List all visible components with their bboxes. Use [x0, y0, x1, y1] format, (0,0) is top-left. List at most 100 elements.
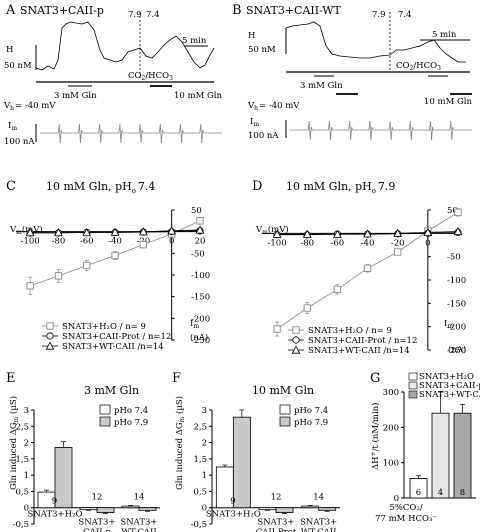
chartD-ytick-label: -250: [447, 346, 466, 356]
chartC-xtick-label: -60: [80, 237, 94, 247]
chartG-xlabel: 5%CO₂/: [389, 503, 422, 513]
panel-a-im-label: Im: [8, 121, 17, 132]
chartF-bar: [258, 507, 277, 511]
panel-f-chart: 3 2,5 2 1,5 1 0,5 0 -0,5 9 SNAT3+H₂O 12 SNAT3+CAII-…: [191, 404, 340, 532]
chartD-point: [423, 227, 433, 236]
chartC-point: [139, 227, 148, 236]
panel-e-ylabel: Gln induced ΔGm (µS): [8, 396, 20, 490]
chartD-ytick-label: -100: [447, 276, 466, 286]
chartF-bar: [301, 505, 320, 509]
chartD-point: [333, 229, 342, 238]
chartF-legend-swatch: [279, 404, 291, 415]
panel-b-im-scale: 100 nA: [248, 131, 279, 141]
legendC-entry: SNAT3+H₂O / n= 9: [62, 322, 146, 332]
panel-d-im-unit: (nA): [448, 344, 466, 355]
legendD-swatch: [291, 345, 301, 354]
panel-a-h-scale: 50 nM: [4, 61, 32, 71]
chartG-ytick-label: 300: [383, 388, 399, 398]
chartE-category-label: SNAT3+H₂O: [28, 510, 83, 520]
legendD-entry: SNAT3+WT-CAII /n=14: [308, 346, 410, 356]
chartE-ytick-label: 2: [24, 439, 29, 449]
chartC-ytick-label: -100: [191, 271, 210, 281]
chartF-n-label: 12: [271, 493, 282, 503]
chartE-ytick-label: 2,5: [15, 422, 29, 432]
panel-c-vm-label: Vm(mV): [9, 224, 43, 236]
chartD-point: [453, 226, 463, 236]
chartC-xtick-label: 20: [195, 237, 206, 247]
chartC-point: [25, 227, 35, 237]
chartD-xtick-label: -60: [331, 238, 345, 248]
panel-a-title: SNAT3+CAII-p: [20, 4, 104, 17]
chartE-n-label: 9: [52, 497, 57, 507]
chartG-legend-entry: SNAT3+H₂O: [419, 372, 474, 382]
panel-b-label: B: [232, 3, 242, 18]
panel-a-im-scale: 100 nA: [4, 137, 35, 147]
chartD-ytick-label: 50: [447, 206, 458, 216]
chartE-ytick-label: 1,5: [15, 455, 29, 465]
chartE-ytick-label: -0,5: [13, 520, 29, 530]
chartE-ytick-label: 0: [24, 504, 29, 514]
chartG-legend-swatch: [408, 372, 418, 381]
panel-d-label: D: [252, 179, 262, 194]
panel-b-title: SNAT3+CAII-WT: [246, 4, 342, 17]
chartD-xtick-label: -100: [268, 238, 287, 248]
chartG-n-label: 4: [438, 488, 443, 498]
chartD-point: [394, 248, 402, 256]
chartE-ytick-label: 0,5: [15, 487, 29, 497]
panel-d-title: 10 mM Gln, pHo 7.9: [286, 180, 395, 195]
chartC-point: [167, 226, 177, 235]
legendC-swatch: [46, 322, 54, 330]
panel-a-vh-label: Vh= -40 mV: [3, 101, 56, 112]
panel-b-ph-left: 7.9: [372, 10, 386, 20]
panel-g-label: G: [370, 371, 380, 386]
panel-g-ylabel: ΔH+/t (nM/min): [370, 402, 381, 470]
chartG-bar: [431, 412, 450, 499]
panel-a-gln-low: 3 mM Gln: [54, 91, 97, 101]
chartF-category-label: SNAT3+: [300, 518, 337, 528]
chartE-legend-entry: pHo 7.9: [114, 418, 148, 428]
chartE-category-label: CAII-p: [83, 528, 111, 532]
chartE-legend-entry: pHo 7.4: [114, 406, 148, 416]
chartF-bar: [275, 507, 294, 514]
chartD-point: [363, 264, 372, 272]
chartD-xtick-label: -80: [300, 238, 314, 248]
panel-a-co2-label: CO2/HCO3: [128, 71, 173, 82]
legendD-entry: SNAT3+CAII-Prot / n=12: [308, 336, 417, 346]
chartD-xtick-label: -20: [391, 238, 405, 248]
panel-f-ylabel: Gln induced ΔGm (µS): [174, 396, 186, 490]
chartF-ytick-label: 1,5: [193, 455, 207, 465]
chartD-ytick-label: -150: [447, 299, 466, 309]
chartE-category-label: SNAT3+: [78, 518, 115, 528]
legendC-swatch: [46, 332, 54, 340]
chartC-point: [54, 272, 63, 280]
panel-b-h-label: H: [248, 31, 255, 41]
panel-e-chart: 32,521,510,50-0,59SNAT3+H₂O12SNAT3+CAII-…: [13, 404, 160, 532]
panel-e: E 3 mM Gln Gln induced ΔGm (µS) 3 2,5 2 1,5…: [6, 371, 160, 532]
chartE-ytick-label: 1: [24, 471, 29, 481]
chartD-ytick-label: -200: [447, 323, 466, 333]
panel-e-label: E: [6, 371, 16, 386]
chartD-point: [303, 304, 311, 312]
panel-b-gln-low: 3 mM Gln: [300, 81, 343, 91]
chartD-point: [454, 208, 462, 216]
chartE-category-label: WT-CAII: [121, 528, 157, 532]
panel-b-im-label: Im: [250, 117, 259, 128]
chartD-xtick-label: -40: [361, 238, 375, 248]
chartG-ytick-label: 200: [383, 423, 399, 433]
chartC-ytick-label: -250: [191, 336, 210, 346]
chartD-point: [393, 228, 403, 237]
chartG-legend-entry: SNAT3+CAII-p: [419, 381, 480, 391]
chartC-xtick-label: 0: [169, 237, 174, 247]
chartE-n-label: 14: [134, 493, 145, 503]
panel-a-label: A: [5, 3, 16, 18]
chartF-legend-entry: pHo 7.9: [294, 418, 328, 428]
chartF-category-label: WT-CAII: [301, 528, 337, 532]
panel-d-vm-label: Vm(mV): [255, 224, 289, 236]
chartE-legend-swatch: [99, 404, 111, 415]
chartE-category-label: SNAT3+: [120, 518, 157, 528]
chartF-ytick-label: -0,5: [191, 520, 207, 530]
chartC-point: [82, 227, 92, 237]
chartE-legend-swatch: [99, 416, 111, 427]
chartG-n-label: 6: [416, 488, 421, 498]
chartC-xtick-label: -40: [108, 237, 122, 247]
